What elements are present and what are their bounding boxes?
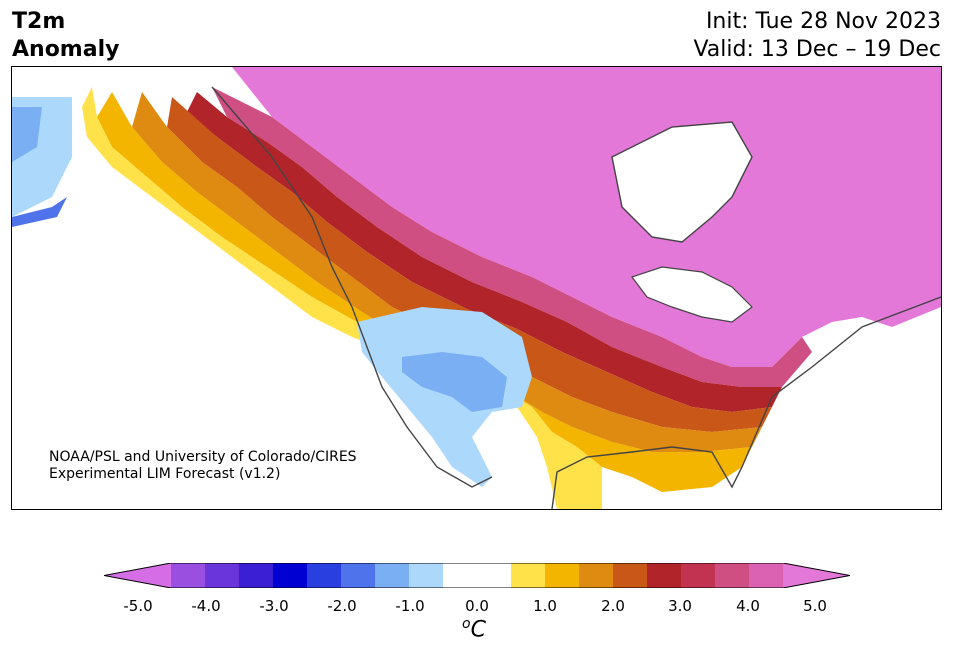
colorbar-unit: oC bbox=[462, 616, 486, 642]
anomaly-weak-cold bbox=[357, 307, 532, 487]
anomaly-weak-warm bbox=[82, 87, 602, 509]
tick-label: 2.0 bbox=[601, 597, 625, 615]
colorbar-bin bbox=[715, 563, 750, 588]
colorbar-bin bbox=[239, 563, 274, 588]
colorbar-bin bbox=[205, 563, 240, 588]
anomaly-map bbox=[12, 67, 941, 509]
anomaly-cold-aleutian bbox=[12, 197, 67, 227]
colorbar-extend-high bbox=[783, 563, 850, 588]
credit-line-1: NOAA/PSL and University of Colorado/CIRE… bbox=[49, 449, 357, 465]
anomaly-strong-warm bbox=[232, 67, 941, 367]
coastline-west bbox=[211, 86, 493, 488]
credit-text: NOAA/PSL and University of Colorado/CIRE… bbox=[49, 449, 357, 483]
title-anomaly: Anomaly bbox=[12, 37, 120, 62]
valid-range: Valid: 13 Dec – 19 Dec bbox=[693, 37, 941, 62]
tick-label: -2.0 bbox=[327, 597, 357, 615]
colorbar-bin bbox=[613, 563, 648, 588]
colorbar-bin bbox=[171, 563, 206, 588]
colorbar-bin bbox=[375, 563, 410, 588]
tick-label: 3.0 bbox=[668, 597, 692, 615]
hudson-bay bbox=[611, 121, 753, 243]
colorbar-bin bbox=[545, 563, 580, 588]
anomaly-cold-alaska bbox=[12, 107, 42, 162]
anomaly-warm-1 bbox=[97, 92, 752, 492]
tick-label: 1.0 bbox=[533, 597, 557, 615]
colorbar-bin bbox=[749, 563, 784, 588]
colorbar-bin bbox=[681, 563, 716, 588]
tick-label: 4.0 bbox=[736, 597, 760, 615]
title-left: T2m Anomaly bbox=[12, 8, 119, 64]
init-date: Init: Tue 28 Nov 2023 bbox=[705, 9, 941, 34]
coastline-gulf bbox=[551, 296, 941, 509]
colorbar-bin bbox=[409, 563, 444, 588]
tick-label: -1.0 bbox=[395, 597, 425, 615]
colorbar-bin bbox=[443, 563, 478, 588]
tick-label: 0.0 bbox=[465, 597, 489, 615]
colorbar-bin bbox=[273, 563, 308, 588]
unit-letter: C bbox=[470, 617, 486, 643]
colorbar-bin bbox=[511, 563, 546, 588]
title-variable: T2m bbox=[12, 9, 66, 34]
colorbar-bin bbox=[341, 563, 376, 588]
credit-line-2: Experimental LIM Forecast (v1.2) bbox=[49, 466, 281, 482]
colorbar-bin bbox=[579, 563, 614, 588]
tick-label: -4.0 bbox=[191, 597, 221, 615]
tick-label: 5.0 bbox=[803, 597, 827, 615]
tick-label: -3.0 bbox=[259, 597, 289, 615]
unit-degree: o bbox=[462, 616, 471, 632]
colorbar-bin bbox=[307, 563, 342, 588]
colorbar-bin bbox=[477, 563, 512, 588]
map-panel bbox=[11, 66, 942, 510]
anomaly-warm-4 bbox=[212, 87, 812, 387]
great-lakes bbox=[631, 266, 753, 323]
colorbar bbox=[104, 563, 850, 588]
colorbar-bin bbox=[647, 563, 682, 588]
anomaly-cold-1 bbox=[402, 352, 507, 412]
tick-label: -5.0 bbox=[123, 597, 153, 615]
title-right: Init: Tue 28 Nov 2023 Valid: 13 Dec – 19… bbox=[693, 8, 941, 64]
colorbar-extend-low bbox=[104, 563, 171, 588]
